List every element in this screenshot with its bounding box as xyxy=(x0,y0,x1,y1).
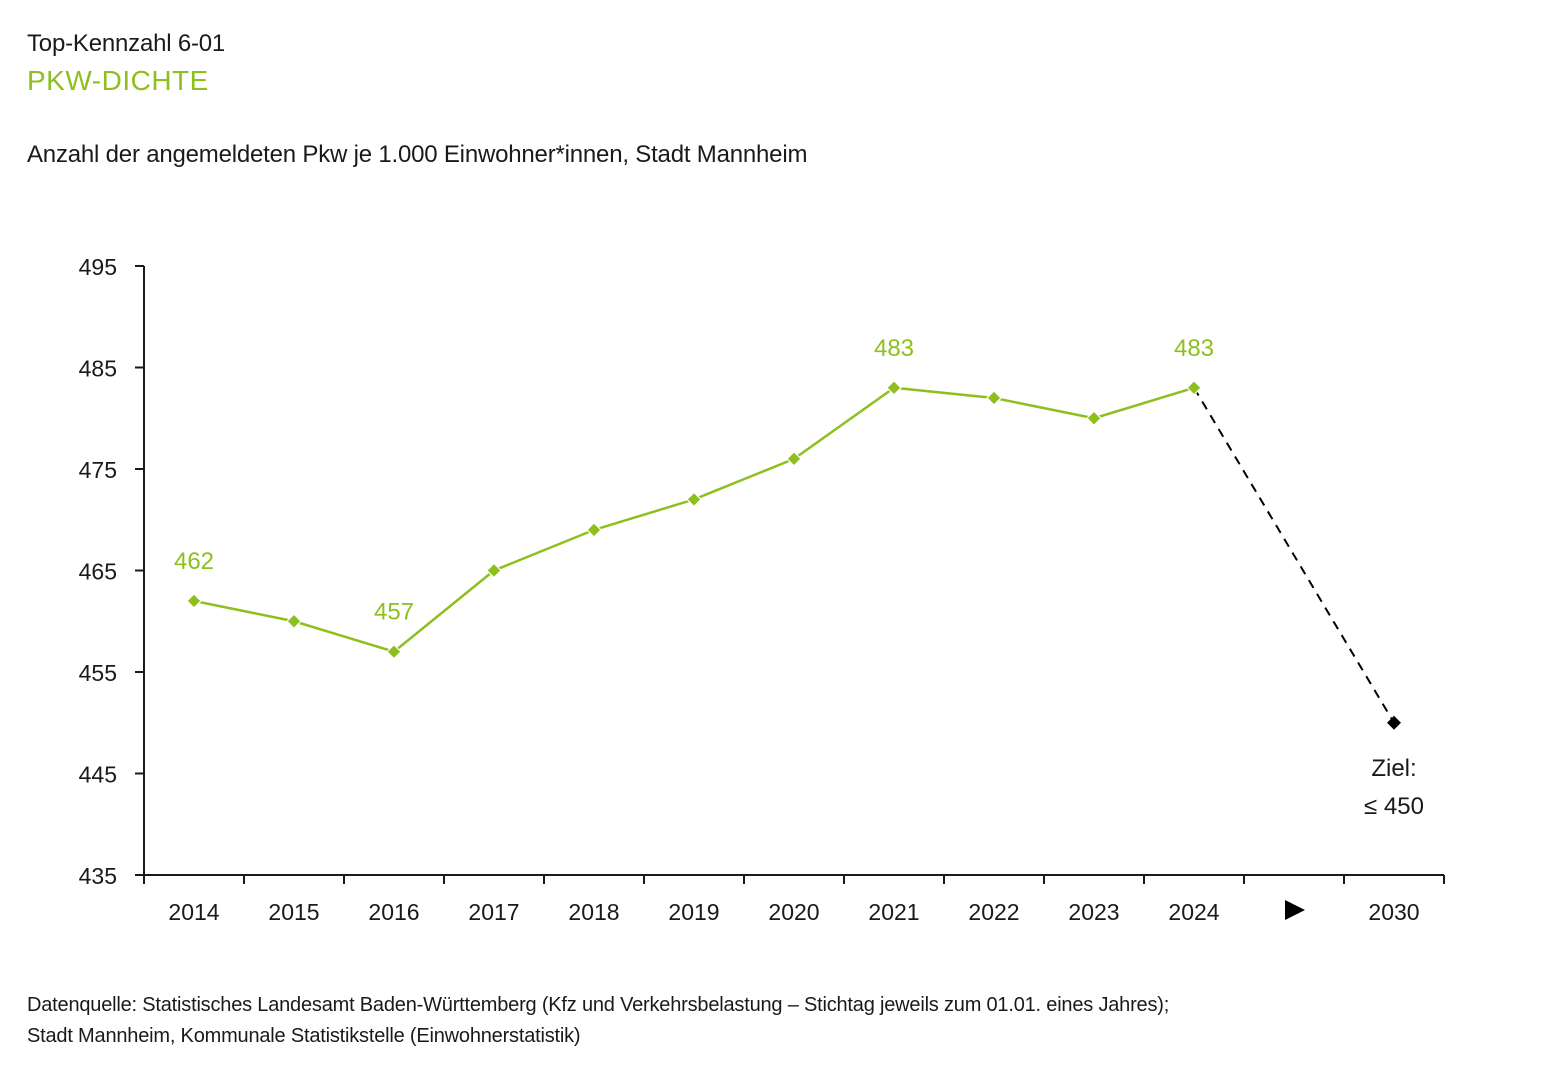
series-line xyxy=(193,386,1195,653)
x-tick-label: 2016 xyxy=(368,899,419,925)
y-tick-label: 455 xyxy=(79,660,117,686)
source-line-2: Stadt Mannheim, Kommunale Statistikstell… xyxy=(27,1025,581,1047)
data-point-2022 xyxy=(986,390,1002,406)
x-tick-label: 2014 xyxy=(168,899,219,925)
target-label-line2: ≤ 450 xyxy=(1364,793,1424,820)
source-line-1: Datenquelle: Statistisches Landesamt Bad… xyxy=(27,994,1170,1016)
x-tick-label: 2019 xyxy=(668,899,719,925)
data-point-2017 xyxy=(486,562,502,579)
tick-labels: 435 445 455 465 475 485 495 2014 2015 2016 2017 201… xyxy=(79,254,1420,925)
data-label-2021: 483 xyxy=(874,335,914,362)
axes xyxy=(135,265,1445,884)
arrow-right-icon xyxy=(1285,900,1305,920)
data-label-2016: 457 xyxy=(374,599,414,626)
data-point-2023 xyxy=(1086,410,1102,427)
y-tick-label: 445 xyxy=(79,762,117,788)
y-tick-label: 435 xyxy=(79,863,117,889)
chart-subtitle: Anzahl der angemeldeten Pkw je 1.000 Ein… xyxy=(27,141,808,168)
data-point-2014 xyxy=(186,593,202,609)
data-point-2016 xyxy=(386,643,402,660)
target-point-2030 xyxy=(1387,715,1401,730)
y-tick-label: 475 xyxy=(79,457,117,483)
y-tick-label: 495 xyxy=(79,254,117,280)
chart-headline: PKW-DICHTE xyxy=(27,65,209,96)
y-tick-label: 465 xyxy=(79,559,117,585)
x-tick-label: 2024 xyxy=(1168,899,1219,925)
x-tick-label: 2017 xyxy=(468,899,519,925)
kennzahl-label: Top-Kennzahl 6-01 xyxy=(27,30,226,57)
data-labels: 462 457 483 483 Ziel: ≤ 450 xyxy=(174,335,1424,820)
data-source-note: Datenquelle: Statistisches Landesamt Bad… xyxy=(27,990,1169,1052)
series-markers xyxy=(186,379,1401,730)
x-tick-label: 2023 xyxy=(1068,899,1119,925)
x-tick-label: 2022 xyxy=(968,899,1019,925)
data-point-2015 xyxy=(286,613,302,630)
data-point-2024 xyxy=(1186,379,1202,396)
data-point-2020 xyxy=(786,451,802,467)
target-label-line1: Ziel: xyxy=(1371,755,1416,782)
x-tick-label: 2015 xyxy=(268,899,319,925)
data-label-2014: 462 xyxy=(174,548,214,575)
x-tick-label: 2018 xyxy=(568,899,619,925)
x-tick-label: 2021 xyxy=(868,899,919,925)
data-point-2019 xyxy=(686,491,702,508)
data-point-2021 xyxy=(886,379,902,396)
data-label-2024: 483 xyxy=(1174,335,1214,362)
x-tick-label: 2030 xyxy=(1368,899,1419,925)
series-lines xyxy=(193,386,1395,724)
data-point-2018 xyxy=(586,522,602,538)
y-tick-label: 485 xyxy=(79,356,117,382)
target-dashed-line xyxy=(1193,387,1395,724)
x-tick-label: 2020 xyxy=(768,899,819,925)
